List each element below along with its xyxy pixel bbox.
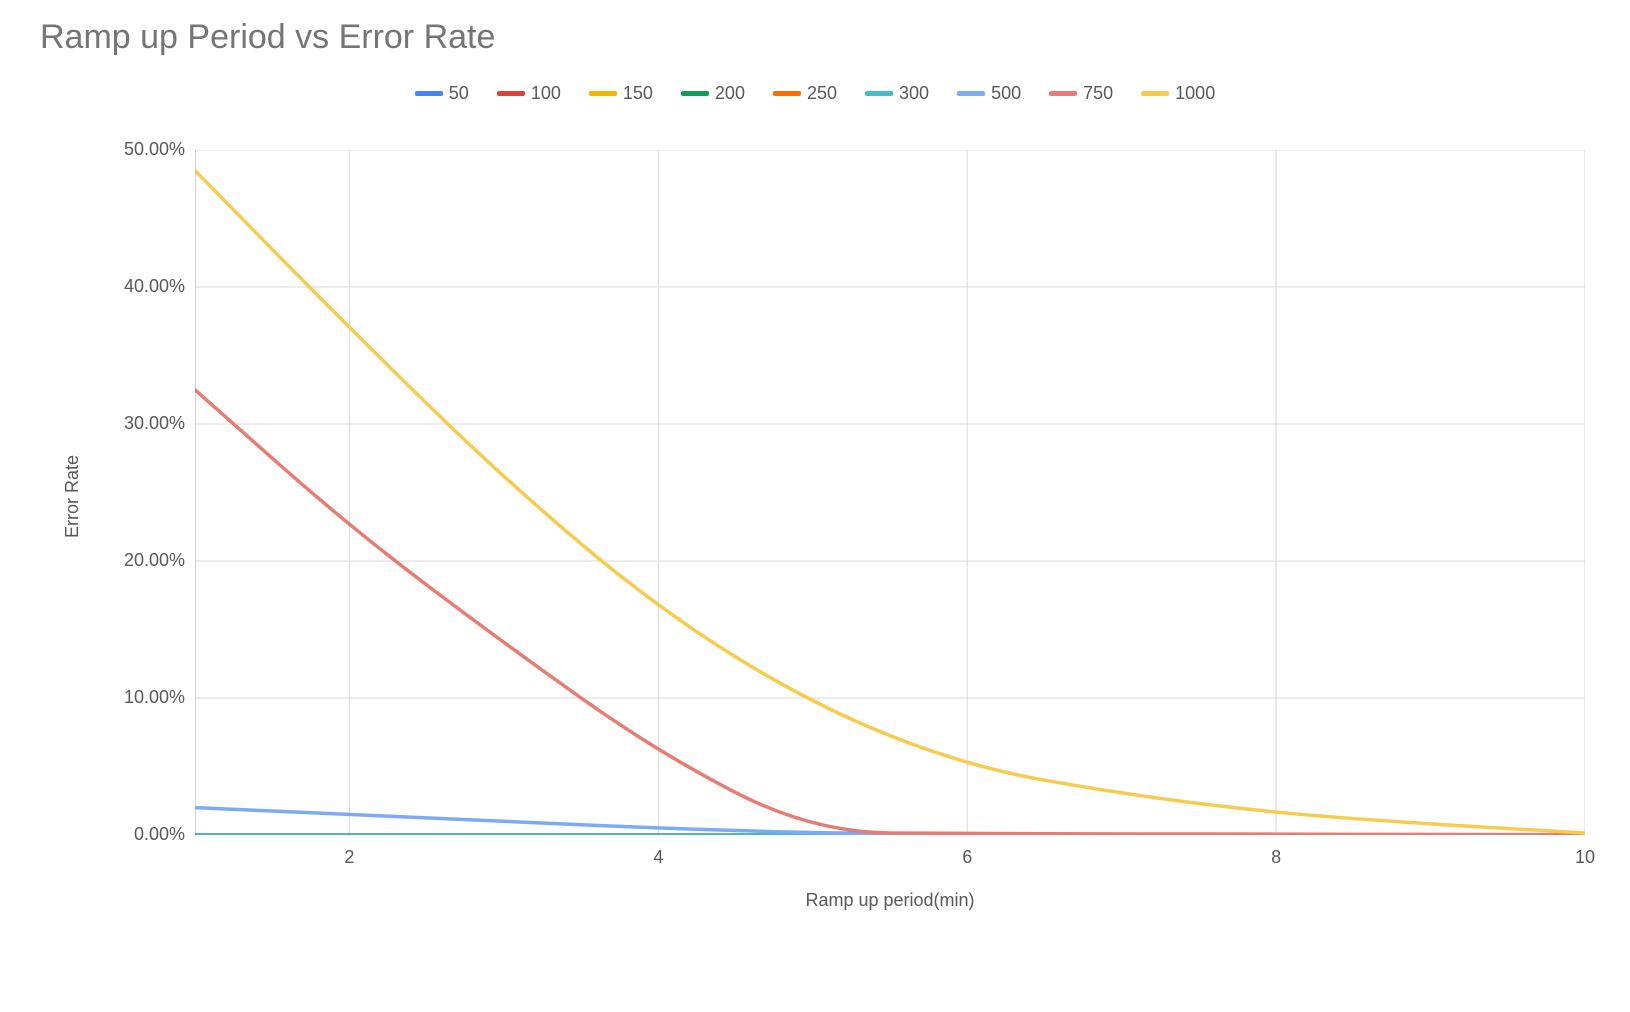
legend-swatch xyxy=(589,91,617,96)
legend-label: 50 xyxy=(449,83,469,103)
legend-label: 750 xyxy=(1083,83,1113,103)
y-tick-label: 30.00% xyxy=(85,413,185,434)
legend-item: 250 xyxy=(773,82,837,104)
legend-label: 250 xyxy=(807,83,837,103)
legend-label: 500 xyxy=(991,83,1021,103)
chart-container: Ramp up Period vs Error Rate 50 100 150 200… xyxy=(0,0,1630,1012)
legend-label: 200 xyxy=(715,83,745,103)
x-tick-label: 8 xyxy=(1246,847,1306,868)
legend-swatch xyxy=(1049,91,1077,96)
x-tick-label: 4 xyxy=(628,847,688,868)
legend-label: 300 xyxy=(899,83,929,103)
legend-swatch xyxy=(1141,91,1169,96)
legend-label: 100 xyxy=(531,83,561,103)
x-tick-label: 10 xyxy=(1555,847,1615,868)
legend-swatch xyxy=(681,91,709,96)
legend-swatch xyxy=(415,91,443,96)
y-tick-label: 0.00% xyxy=(85,824,185,845)
legend-item: 1000 xyxy=(1141,82,1215,104)
chart-title: Ramp up Period vs Error Rate xyxy=(40,18,495,57)
y-tick-label: 10.00% xyxy=(85,687,185,708)
legend-swatch xyxy=(773,91,801,96)
legend-item: 200 xyxy=(681,82,745,104)
chart-legend: 50 100 150 200 250 300 500 750 1000 xyxy=(0,82,1630,104)
x-tick-label: 6 xyxy=(937,847,997,868)
chart-plot-area xyxy=(195,150,1585,835)
legend-swatch xyxy=(957,91,985,96)
legend-swatch xyxy=(497,91,525,96)
legend-item: 150 xyxy=(589,82,653,104)
legend-item: 300 xyxy=(865,82,929,104)
y-axis-title: Error Rate xyxy=(62,454,83,537)
legend-swatch xyxy=(865,91,893,96)
x-tick-label: 2 xyxy=(319,847,379,868)
legend-item: 500 xyxy=(957,82,1021,104)
legend-item: 750 xyxy=(1049,82,1113,104)
y-tick-label: 50.00% xyxy=(85,139,185,160)
legend-item: 50 xyxy=(415,82,469,104)
y-tick-label: 20.00% xyxy=(85,550,185,571)
y-tick-label: 40.00% xyxy=(85,276,185,297)
x-axis-title: Ramp up period(min) xyxy=(195,890,1585,911)
legend-label: 1000 xyxy=(1175,83,1215,103)
legend-item: 100 xyxy=(497,82,561,104)
legend-label: 150 xyxy=(623,83,653,103)
